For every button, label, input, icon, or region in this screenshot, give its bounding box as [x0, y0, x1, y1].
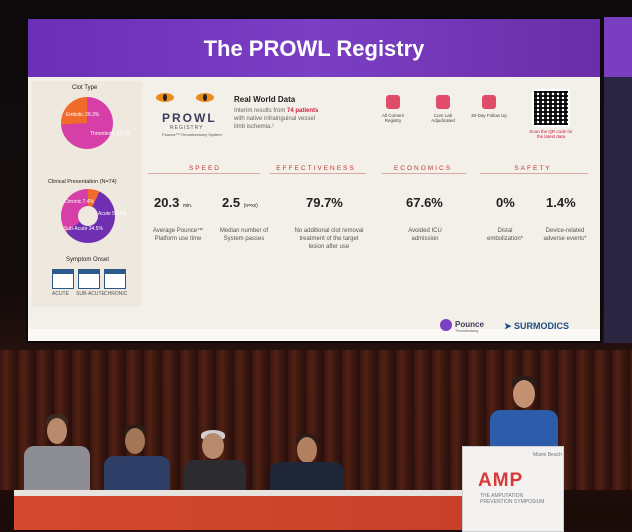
panel-table-top	[14, 490, 474, 498]
clot-type-pie	[61, 97, 113, 149]
metric-safety-embolization-desc: Distal embolization*	[486, 228, 524, 242]
icon-label-core-lab: Core Lab Adjudicated	[431, 113, 455, 123]
panel-table	[14, 496, 474, 530]
category-speed: SPEED	[188, 165, 222, 172]
metric-economics: 67.6%	[406, 195, 443, 210]
metric-safety-adverse: 1.4%	[546, 195, 576, 210]
category-speed-line	[148, 173, 260, 174]
symptom-label-acute: ACUTE	[52, 291, 69, 297]
slide-title: The PROWL Registry	[203, 36, 425, 61]
secondary-screen	[604, 17, 632, 343]
metric-effectiveness: 79.7%	[306, 195, 343, 210]
slide-footer	[28, 329, 600, 341]
clinical-label-chronic: Chronic 7.4%	[64, 199, 95, 205]
projection-slide: The PROWL Registry Clot Type Embolic 26.…	[26, 17, 602, 343]
slide-banner	[28, 19, 600, 77]
category-safety-line	[480, 173, 588, 174]
real-world-title: Real World Data	[234, 95, 296, 104]
metric-speed-passes: 2.5 (n=xx)	[222, 195, 258, 210]
users-icon	[386, 95, 400, 109]
owl-eye-left-icon	[156, 93, 174, 102]
real-world-desc: Interim results from 74 patients with na…	[234, 108, 319, 130]
symptom-label-chronic: CHRONIC	[104, 291, 128, 297]
category-safety: SAFETY	[514, 165, 552, 172]
metric-safety-adverse-desc: Device-related adverse events*	[543, 228, 587, 242]
owl-eye-right-icon	[196, 93, 214, 102]
pounce-logo-icon	[440, 319, 452, 331]
clinical-presentation-title: Clinical Presentation (N=74)	[48, 179, 117, 185]
clinical-label-subacute: Sub-Acute 34.5%	[64, 226, 103, 232]
amp-logo: AMP	[478, 470, 524, 491]
metric-speed-time-desc: Average Pounce™ Platform use time	[152, 228, 204, 242]
category-economics: ECONOMICS	[393, 165, 453, 172]
metric-speed-time: 20.3 min.	[154, 195, 193, 210]
category-economics-line	[382, 173, 466, 174]
symptom-label-subacute: SUB-ACUTE	[76, 291, 105, 297]
symptom-onset-title: Symptom Onset	[66, 257, 110, 263]
calendar-subacute-icon	[78, 269, 100, 289]
qr-caption: Scan the QR code for the latest data	[529, 129, 573, 139]
prowl-logo-sub: REGISTRY	[170, 125, 204, 131]
category-effectiveness-line	[270, 173, 366, 174]
icon-label-all-comers: All Comers Registry	[381, 113, 404, 123]
surmodics-logo: ➤ SURMODICS	[504, 321, 570, 331]
pounce-logo-sub: Thrombectomy	[455, 329, 479, 333]
clot-type-title: Clot Type	[72, 85, 98, 91]
prowl-tagline: Pounce™ Thrombectomy System	[162, 132, 222, 137]
heart-icon	[436, 95, 450, 109]
clot-label-thrombotic: Thrombotic 73.7%	[90, 131, 131, 137]
amp-logo-sub: THE AMPUTATION PREVENTION SYMPOSIUM	[480, 493, 545, 505]
icon-label-follow-up: 30-Day Follow Up	[471, 113, 507, 118]
qr-code[interactable]	[532, 89, 570, 127]
metric-economics-desc: Avoided ICU admission	[408, 228, 442, 242]
clot-label-embolic: Embolic 26.3%	[66, 112, 100, 118]
prowl-logo: PROWL	[162, 111, 217, 125]
metric-effectiveness-desc: No additional clot removal treatment of …	[294, 228, 364, 250]
metric-speed-passes-desc: Median number of System passes	[219, 228, 269, 242]
metric-safety-embolization: 0%	[496, 195, 515, 210]
podium	[462, 446, 564, 532]
clinical-label-acute: Acute 58.1%	[98, 211, 127, 217]
calendar-icon	[482, 95, 496, 109]
podium-tag: Miami Beach	[533, 452, 562, 458]
calendar-acute-icon	[52, 269, 74, 289]
calendar-chronic-icon	[104, 269, 126, 289]
donut-hole	[78, 206, 98, 226]
pounce-logo: Pounce	[455, 320, 484, 329]
category-effectiveness: EFFECTIVENESS	[276, 165, 356, 172]
